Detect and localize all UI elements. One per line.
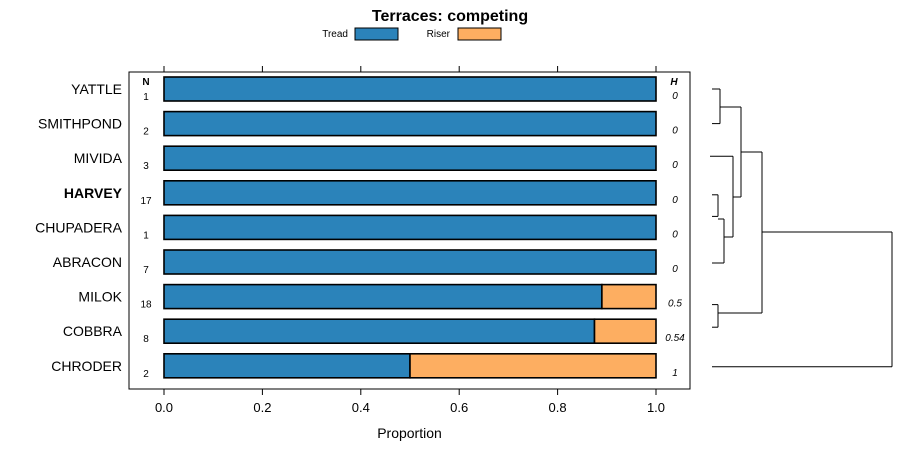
x-tick-label: 0.4	[352, 400, 370, 415]
x-tick-label: 0.0	[155, 400, 173, 415]
h-value-mivida: 0	[672, 160, 678, 171]
n-value-harvey: 17	[140, 196, 152, 207]
bar-harvey-tread	[163, 180, 657, 206]
category-label-chroder: CHRODER	[51, 358, 122, 374]
n-value-mivida: 3	[143, 161, 149, 172]
n-value-abracon: 7	[143, 265, 149, 276]
category-label-abracon: ABRACON	[53, 254, 122, 270]
x-tick-label: 1.0	[647, 400, 665, 415]
dendrogram	[710, 88, 893, 368]
n-value-smithpond: 2	[143, 127, 149, 138]
legend: Tread Riser	[322, 27, 502, 41]
legend-swatch-tread	[354, 27, 399, 41]
row-annotations: N H 1 0 2 0 3 0 17 0 1 0 7 0 18 0.5 8 0.54 2 1	[140, 77, 685, 380]
n-header: N	[142, 77, 149, 88]
x-axis: 0.0 0.2 0.4 0.6 0.8 1.0	[155, 66, 665, 415]
legend-swatch-riser	[457, 27, 502, 41]
bar-mivida-tread	[163, 145, 657, 171]
bar-smithpond-tread	[163, 110, 657, 137]
bar-milok-riser	[601, 283, 657, 310]
x-tick-label: 0.6	[450, 400, 468, 415]
chart-title: Terraces: competing	[372, 8, 528, 25]
h-header: H	[670, 77, 678, 88]
category-label-yattle: YATTLE	[71, 81, 122, 97]
n-value-chroder: 2	[143, 369, 149, 380]
h-value-harvey: 0	[672, 195, 678, 206]
h-value-abracon: 0	[672, 264, 678, 275]
bar-abracon-tread	[163, 249, 657, 275]
x-axis-label: Proportion	[377, 425, 442, 441]
category-labels: YATTLE SMITHPOND MIVIDA HARVEY CHUPADERA ABRA…	[35, 81, 123, 374]
bar-chroder-tread	[163, 352, 411, 379]
plot-panel	[128, 71, 691, 390]
legend-label-riser: Riser	[427, 29, 451, 40]
bar-yattle-tread	[163, 76, 657, 102]
n-value-milok: 18	[140, 300, 152, 311]
n-value-cobbra: 8	[143, 334, 149, 345]
n-value-chupadera: 1	[143, 230, 149, 241]
legend-label-tread: Tread	[322, 29, 348, 40]
bar-cobbra-riser	[593, 318, 657, 345]
bar-milok-tread	[163, 283, 603, 310]
category-label-mivida: MIVIDA	[74, 150, 123, 166]
category-label-chupadera: CHUPADERA	[35, 219, 123, 235]
h-value-smithpond: 0	[672, 126, 678, 137]
category-label-smithpond: SMITHPOND	[38, 116, 122, 132]
category-label-milok: MILOK	[78, 289, 122, 305]
h-value-cobbra: 0.54	[665, 333, 685, 344]
h-value-milok: 0.5	[668, 299, 682, 310]
n-value-yattle: 1	[143, 92, 149, 103]
bar-chupadera-tread	[163, 214, 657, 241]
h-value-chroder: 1	[672, 368, 678, 379]
bars	[163, 76, 657, 379]
category-label-cobbra: COBBRA	[63, 323, 123, 339]
h-value-chupadera: 0	[672, 229, 678, 240]
category-label-harvey: HARVEY	[64, 185, 123, 201]
bar-cobbra-tread	[163, 318, 596, 345]
x-tick-label: 0.8	[549, 400, 567, 415]
bar-chroder-riser	[409, 352, 657, 379]
x-tick-label: 0.2	[253, 400, 271, 415]
h-value-yattle: 0	[672, 91, 678, 102]
